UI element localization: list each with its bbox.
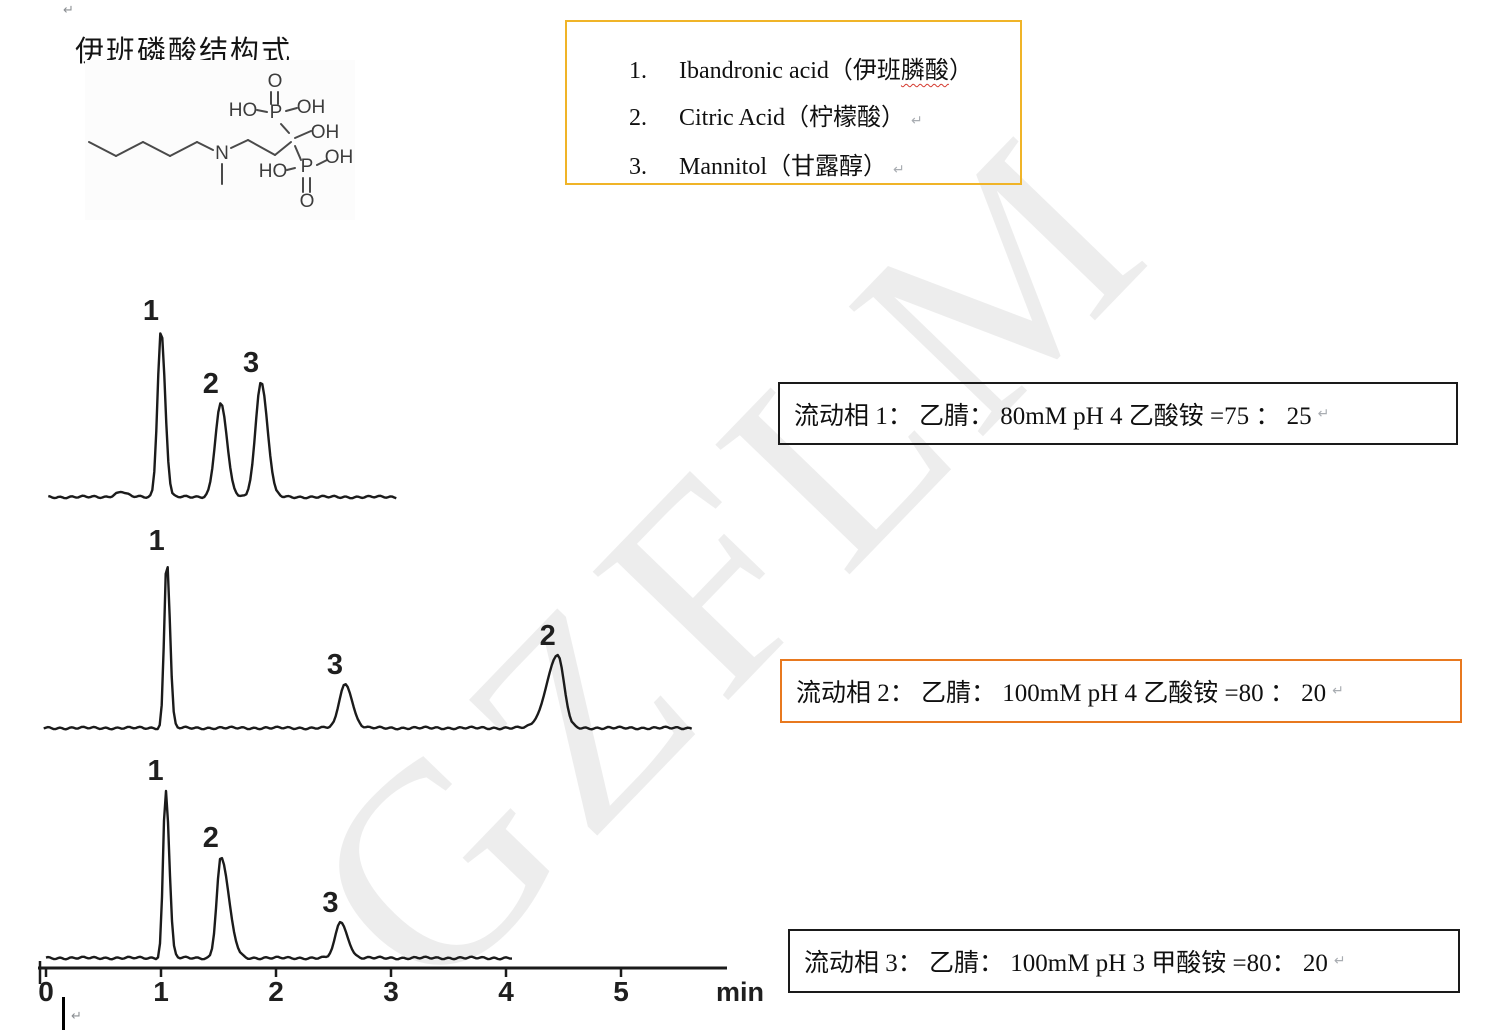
legend-item-label: Citric Acid（柠檬酸） [679,104,905,131]
bond-line [169,141,198,157]
legend-item-number: 2. [629,104,647,131]
text-cursor [62,997,65,1030]
bond-line [286,167,296,171]
legend-item-label: ） [948,58,973,84]
mobile-phase-2-text: 流动相 2： 乙腈： 100mM pH 4 乙酸铵 =80 ： 20 [796,680,1327,707]
bond-line [294,130,312,139]
axis-tick-label: 2 [268,976,284,1007]
legend-item-number: 1. [629,58,647,84]
bond-line [247,139,276,156]
peak-label: 1 [148,525,165,557]
paragraph-mark-icon: ↵ [1333,953,1346,969]
mobile-phase-3-box: 流动相 3： 乙腈： 100mM pH 3 甲酸铵 =80： 20 ↵ [788,929,1460,993]
bond-line [256,109,268,113]
atom-label: O [268,71,283,92]
axis-unit-label: min [716,977,765,1007]
atom-label: OH [325,147,354,168]
legend-item-2: 2. Citric Acid（柠檬酸） ↵ [629,95,1020,145]
bond-line [280,123,290,134]
bond-line [316,159,328,166]
axis-tick-label: 1 [153,976,169,1007]
atom-label: P [270,102,283,123]
spellcheck-squiggle-text: 膦酸 [900,58,949,84]
peak-label: 1 [147,755,164,787]
atom-label: OH [297,97,326,118]
chromatogram-trace [48,332,397,500]
peak-label: 1 [142,295,160,327]
atom-label: O [300,191,315,212]
bond-line [294,145,302,161]
bond-line [285,107,298,112]
paragraph-mark-icon: ↵ [893,162,905,178]
paragraph-mark-icon: ↵ [1332,683,1344,699]
mobile-phase-1-text: 流动相 1： 乙腈： 80mM pH 4 乙酸铵 =75 ： 25 [794,402,1312,430]
legend-item-3: 3. Mannitol（甘露醇） ↵ [629,144,1020,194]
peak-label: 3 [326,649,344,681]
mobile-phase-1-box: 流动相 1： 乙腈： 80mM pH 4 乙酸铵 =75 ： 25 ↵ [778,382,1458,445]
atom-label: HO [229,100,258,121]
paragraph-mark-icon: ↵ [71,1009,82,1024]
peak-label: 2 [539,620,556,652]
bond-line [88,141,117,157]
atom-label: OH [311,122,340,143]
peak-label: 2 [202,368,219,400]
axis-tick-label: 4 [498,976,514,1007]
peak-label: 3 [322,887,339,919]
legend-item-number: 3. [629,154,647,180]
atom-label: P [301,156,314,177]
paragraph-mark-icon: ↵ [1317,405,1330,422]
bond-line [115,141,144,157]
paragraph-mark-icon: ↵ [910,112,923,129]
bond-line [274,141,292,156]
legend-item-label: Ibandronic acid（伊班 [679,58,901,84]
axis-tick-label: 5 [613,976,629,1007]
peak-label: 3 [242,347,260,379]
bond-line [142,141,171,157]
bond-line [196,141,214,151]
axis-tick-label: 0 [38,976,54,1007]
legend-item-1: 1. Ibandronic acid（伊班膦酸） [629,48,1020,95]
paragraph-mark-icon: ↵ [63,3,74,18]
axis-tick-label: 3 [383,976,399,1007]
mobile-phase-3-text: 流动相 3： 乙腈： 100mM pH 3 甲酸铵 =80： 20 [804,950,1328,977]
atom-label: N [215,143,229,164]
bond-line [230,139,249,149]
legend-item-label: Mannitol（甘露醇） [679,154,887,180]
peak-label: 2 [202,822,219,854]
atom-label: HO [259,161,288,182]
compound-legend-box: 1. Ibandronic acid（伊班膦酸） 2. Citric Acid（柠檬酸… [565,20,1022,185]
mobile-phase-2-box: 流动相 2： 乙腈： 100mM pH 4 乙酸铵 =80 ： 20 ↵ [780,659,1462,723]
